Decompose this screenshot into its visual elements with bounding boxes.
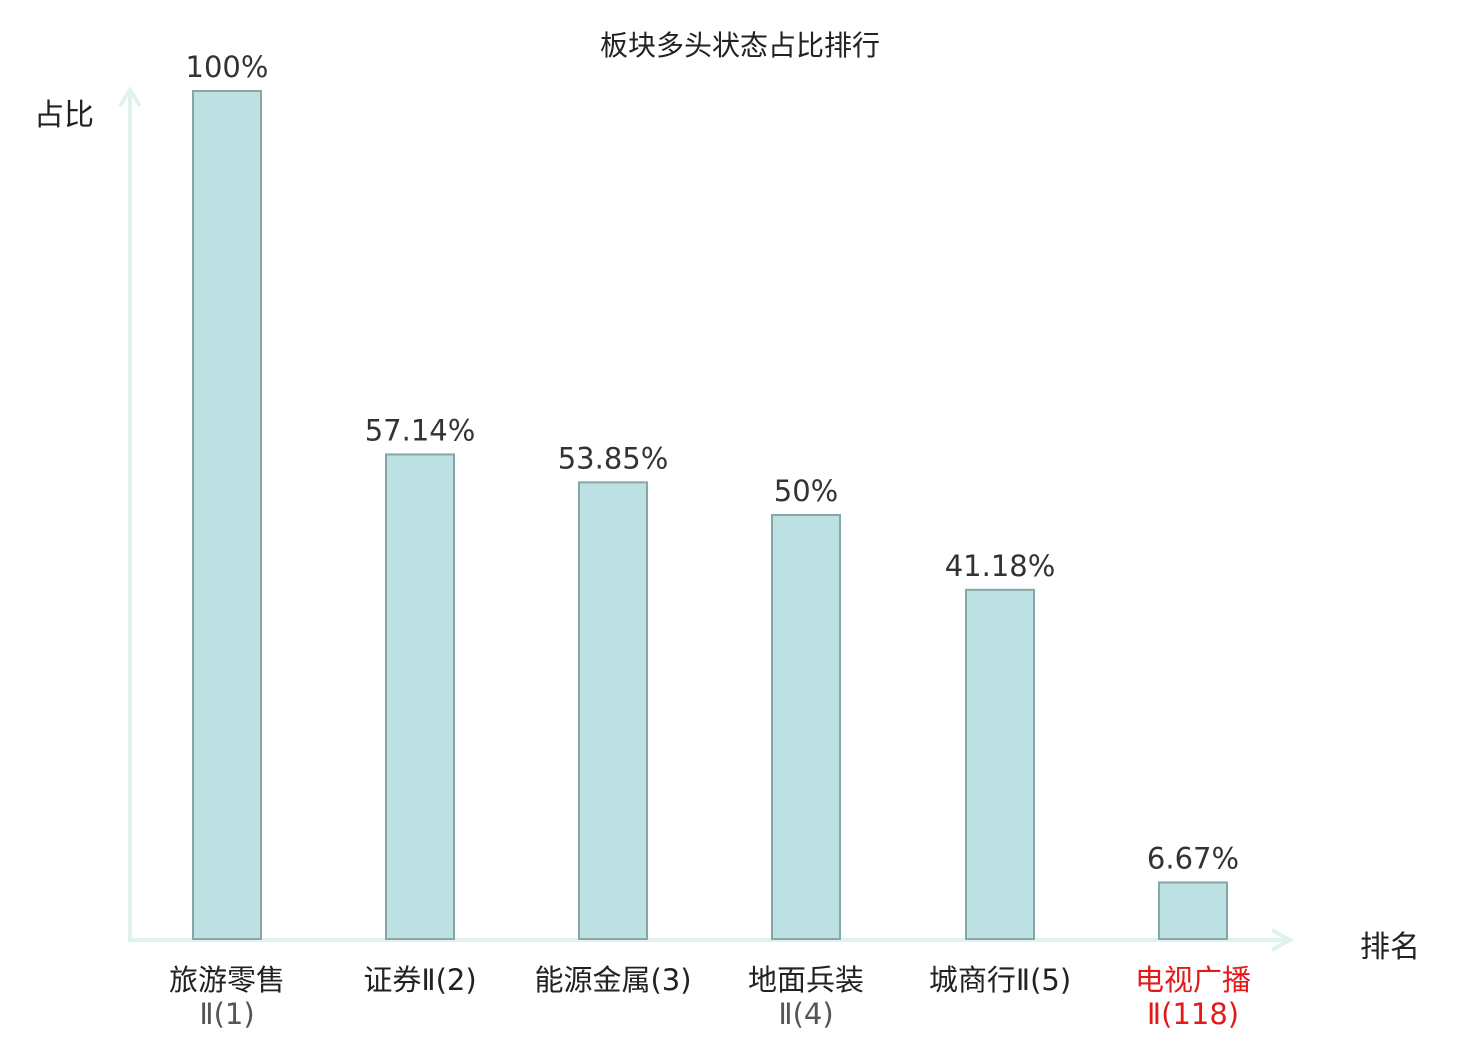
value-label-4: 50% <box>774 474 838 508</box>
x-axis-label: 排名 <box>1360 930 1420 965</box>
category-label-line1: 证券Ⅱ(2) <box>363 963 477 997</box>
bar-2 <box>385 453 455 940</box>
value-label-5: 41.18% <box>945 549 1056 583</box>
category-label-2: 证券Ⅱ(2) <box>315 963 525 997</box>
bars-group <box>192 90 1228 941</box>
bar-1 <box>192 90 262 940</box>
category-label-line1: 城商行Ⅱ(5) <box>928 963 1072 997</box>
category-label-line1: 能源金属(3) <box>534 963 692 997</box>
category-label-line2: Ⅱ(4) <box>778 997 834 1031</box>
y-axis-label: 占比 <box>34 98 94 133</box>
category-label-6: 电视广播 Ⅱ(118) <box>1088 963 1298 1031</box>
category-label-1: 旅游零售 Ⅱ(1) <box>122 963 332 1031</box>
category-label-4: 地面兵装 Ⅱ(4) <box>701 963 911 1031</box>
category-label-line1: 地面兵装 <box>747 963 864 997</box>
category-label-5: 城商行Ⅱ(5) <box>895 963 1105 997</box>
bar-3 <box>578 481 648 940</box>
category-label-line2: Ⅱ(1) <box>199 997 255 1031</box>
category-label-line1: 电视广播 <box>1134 963 1251 997</box>
bar-4 <box>771 514 841 940</box>
chart-title: 板块多头状态占比排行 <box>599 29 880 62</box>
value-label-6: 6.67% <box>1147 841 1239 875</box>
category-label-line1: 旅游零售 <box>168 963 285 997</box>
value-label-1: 100% <box>186 50 269 84</box>
axes <box>118 86 1295 952</box>
y-axis-arrow <box>118 86 142 108</box>
category-label-3: 能源金属(3) <box>508 963 718 997</box>
value-label-3: 53.85% <box>558 441 669 475</box>
value-labels-group: 100% 57.14% 53.85% 50% 41.18% 6.67% <box>186 50 1240 875</box>
category-label-line2: Ⅱ(118) <box>1146 997 1240 1031</box>
bar-5 <box>965 588 1035 940</box>
x-axis-arrow <box>1271 928 1295 952</box>
value-label-2: 57.14% <box>365 413 476 447</box>
bar-6 <box>1158 881 1228 941</box>
